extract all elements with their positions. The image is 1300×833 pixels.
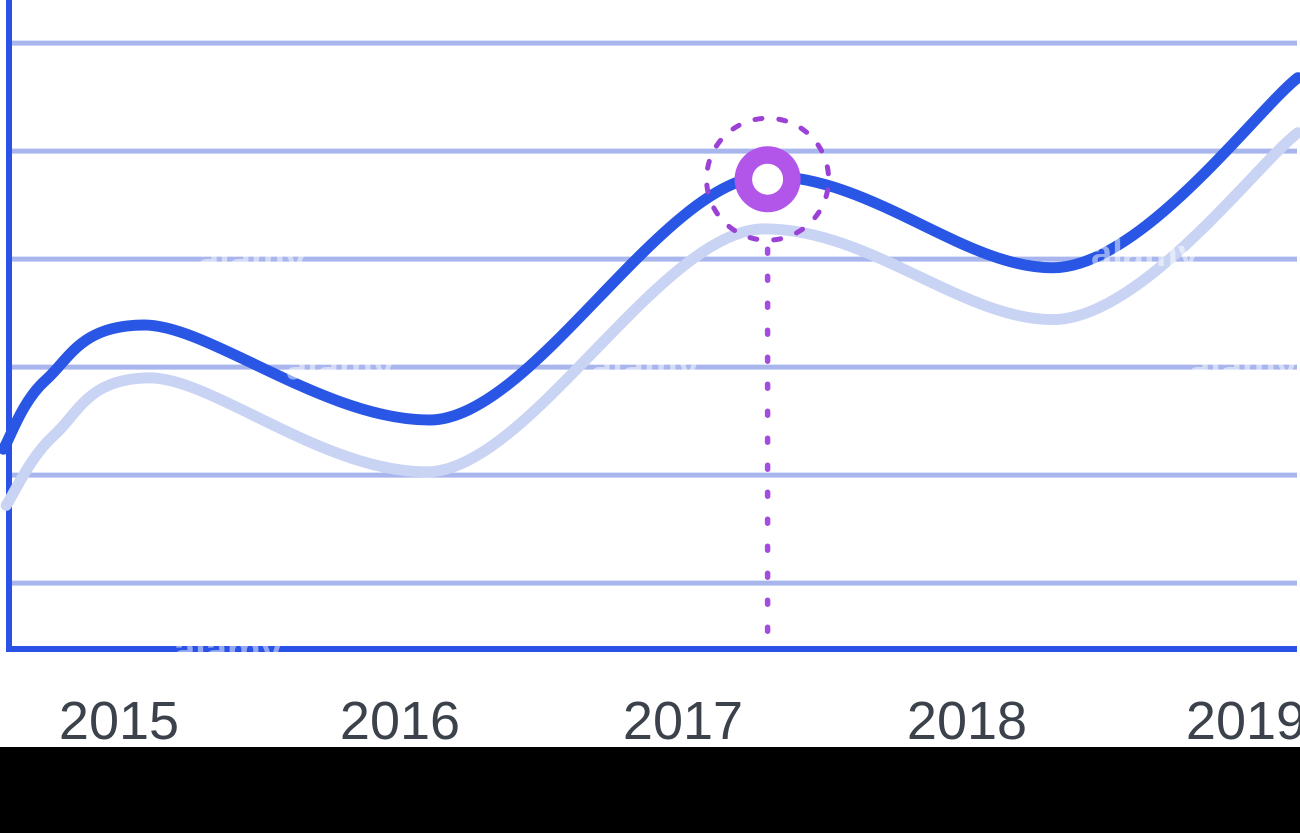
x-axis-label-2016: 2016 [339, 691, 461, 751]
alamy-watermark-ghost: alamy [174, 629, 282, 671]
alamy-watermark-ghost: alamy [591, 346, 699, 388]
chart-canvas: alamy alamy alamy alamy alamy alamy [0, 0, 1300, 671]
highlight-ring [704, 115, 832, 243]
x-axis-label-2017: 2017 [622, 691, 744, 751]
alamy-watermark-ghost: alamy [1189, 346, 1297, 388]
x-axis-label-2018: 2018 [906, 691, 1028, 751]
alamy-watermark-ghost: alamy [198, 238, 306, 280]
x-axis-label-2015: 2015 [58, 691, 180, 751]
highlight-marker-hole [752, 163, 784, 195]
series-line-secondary-wave [0, 127, 1300, 511]
series-line-primary-wave [0, 72, 1300, 455]
alamy-footer-bar: alamy Image ID: 2YT05RG www.alamy.com [0, 747, 1300, 833]
x-axis-label-2019: 2019 [1185, 691, 1300, 751]
alamy-watermark-ghost: alamy [1091, 233, 1199, 275]
alamy-watermark-ghost: alamy [286, 346, 394, 388]
